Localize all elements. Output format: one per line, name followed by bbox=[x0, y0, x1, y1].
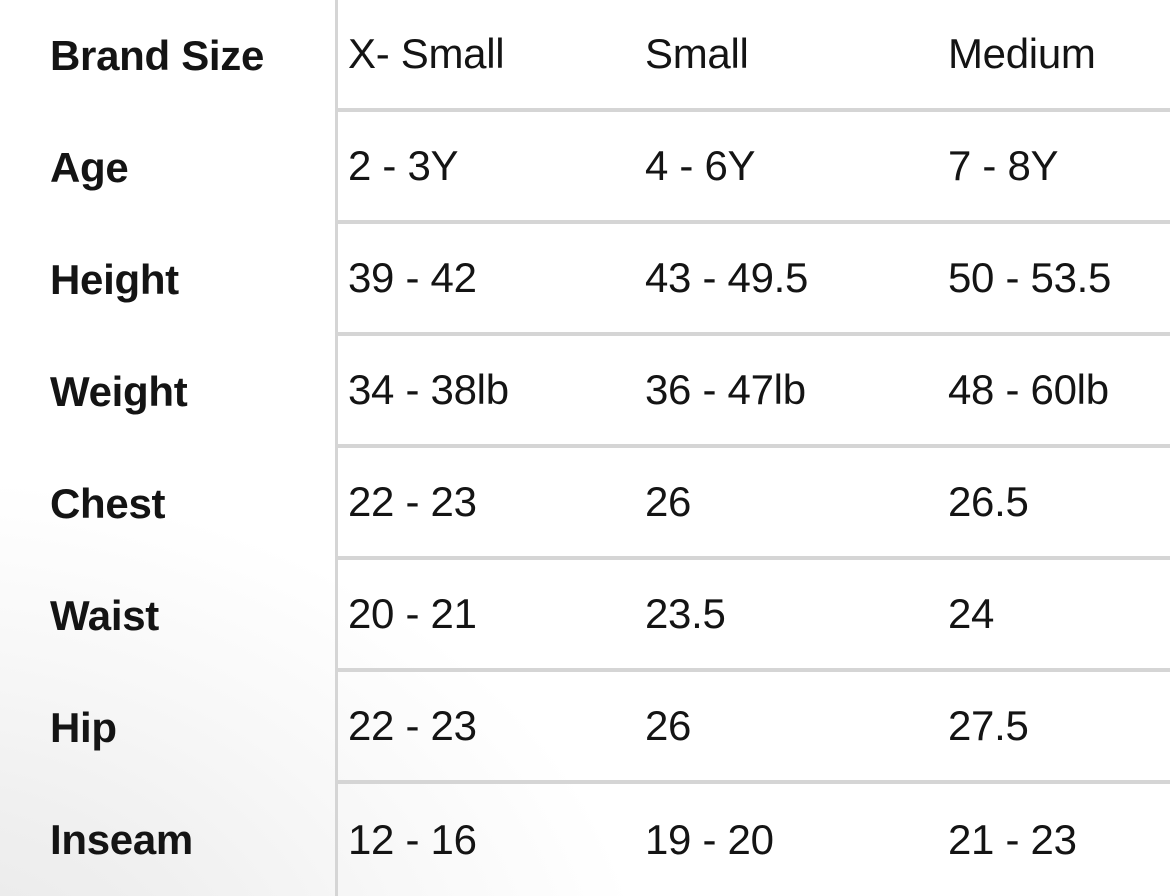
size-value-cell: 26 bbox=[635, 672, 938, 784]
size-value-cell: 24 bbox=[938, 560, 1170, 672]
size-value-cell: 19 - 20 bbox=[645, 816, 774, 863]
size-value-cell: 26.5 bbox=[938, 448, 1170, 560]
row-label: Waist bbox=[50, 592, 159, 639]
column-header-medium: Medium bbox=[938, 0, 1170, 112]
size-value-cell: 12 - 16 bbox=[335, 784, 635, 896]
row-label: Chest bbox=[50, 480, 166, 527]
size-value-cell: 36 - 47lb bbox=[635, 336, 938, 448]
size-value-cell: 22 - 23 bbox=[335, 672, 635, 784]
size-value-cell: 4 - 6Y bbox=[635, 112, 938, 224]
brand-size-header: Brand Size bbox=[50, 32, 265, 79]
row-label: Age bbox=[50, 144, 129, 191]
table-row: Weight 34 - 38lb 36 - 47lb 48 - 60lb bbox=[0, 336, 1170, 448]
row-label: Weight bbox=[50, 368, 188, 415]
row-label: Height bbox=[50, 256, 179, 303]
size-value-cell: 48 - 60lb bbox=[938, 336, 1170, 448]
size-value-cell: 7 - 8Y bbox=[938, 112, 1170, 224]
size-value-cell: 43 - 49.5 bbox=[635, 224, 938, 336]
table-header-row: Brand Size X- Small Small Medium bbox=[0, 0, 1170, 112]
table-row: Hip 22 - 23 26 27.5 bbox=[0, 672, 1170, 784]
size-value-cell: 39 - 42 bbox=[335, 224, 635, 336]
size-value-cell: 22 - 23 bbox=[335, 448, 635, 560]
table-row: Waist 20 - 21 23.5 24 bbox=[0, 560, 1170, 672]
size-value-cell: 23.5 bbox=[635, 560, 938, 672]
size-value-cell: 21 - 23 bbox=[948, 816, 1077, 863]
size-value-cell: 34 - 38lb bbox=[335, 336, 635, 448]
row-label: Hip bbox=[50, 704, 117, 751]
row-label: Inseam bbox=[50, 816, 193, 863]
column-header-small: Small bbox=[635, 0, 938, 112]
column-header-x-small: X- Small bbox=[335, 0, 635, 112]
size-value-cell: 26 bbox=[635, 448, 938, 560]
table-row: Chest 22 - 23 26 26.5 bbox=[0, 448, 1170, 560]
table-row: Inseam 12 - 16 19 - 20 21 - 23 bbox=[0, 784, 1170, 896]
size-value-cell: 50 - 53.5 bbox=[938, 224, 1170, 336]
table-row: Height 39 - 42 43 - 49.5 50 - 53.5 bbox=[0, 224, 1170, 336]
size-value-cell: 2 - 3Y bbox=[335, 112, 635, 224]
size-value-cell: 27.5 bbox=[938, 672, 1170, 784]
table-row: Age 2 - 3Y 4 - 6Y 7 - 8Y bbox=[0, 112, 1170, 224]
size-value-cell: 20 - 21 bbox=[335, 560, 635, 672]
